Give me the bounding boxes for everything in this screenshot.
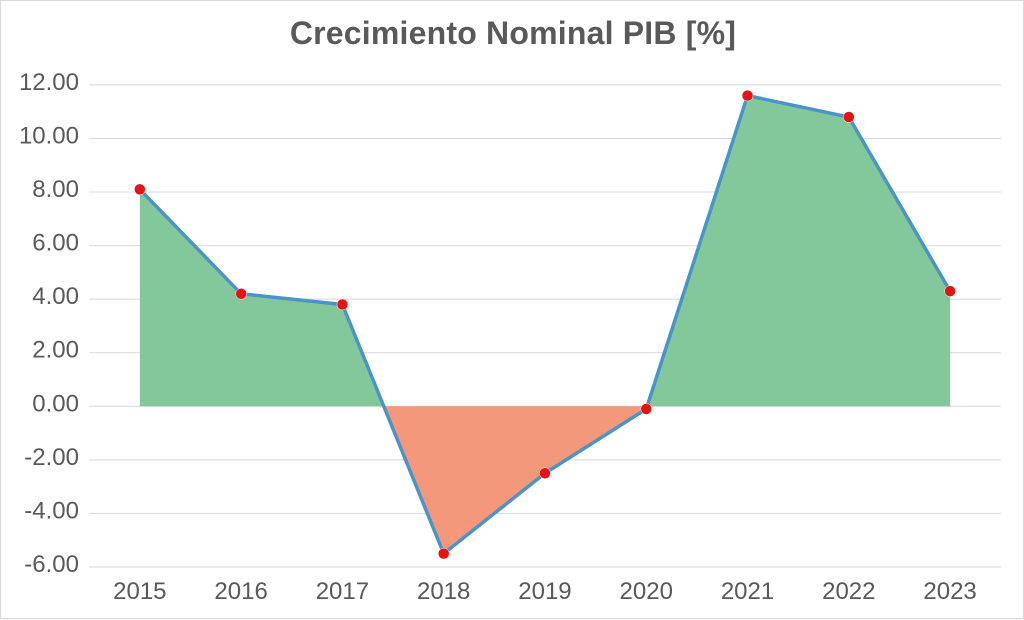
svg-text:10.00: 10.00 [19, 122, 79, 149]
svg-text:2015: 2015 [113, 578, 166, 605]
svg-text:8.00: 8.00 [32, 176, 79, 203]
svg-text:2016: 2016 [214, 578, 267, 605]
svg-text:12.00: 12.00 [19, 69, 79, 96]
svg-text:-4.00: -4.00 [24, 497, 79, 524]
svg-text:2017: 2017 [316, 578, 369, 605]
svg-text:0.00: 0.00 [32, 390, 79, 417]
svg-text:2021: 2021 [721, 578, 774, 605]
svg-text:-2.00: -2.00 [24, 444, 79, 471]
svg-text:-6.00: -6.00 [24, 551, 79, 578]
svg-text:2020: 2020 [620, 578, 673, 605]
svg-text:2019: 2019 [518, 578, 571, 605]
svg-text:2022: 2022 [822, 578, 875, 605]
svg-text:6.00: 6.00 [32, 230, 79, 257]
svg-text:4.00: 4.00 [32, 283, 79, 310]
svg-text:2023: 2023 [923, 578, 976, 605]
svg-text:2.00: 2.00 [32, 337, 79, 364]
svg-text:2018: 2018 [417, 578, 470, 605]
